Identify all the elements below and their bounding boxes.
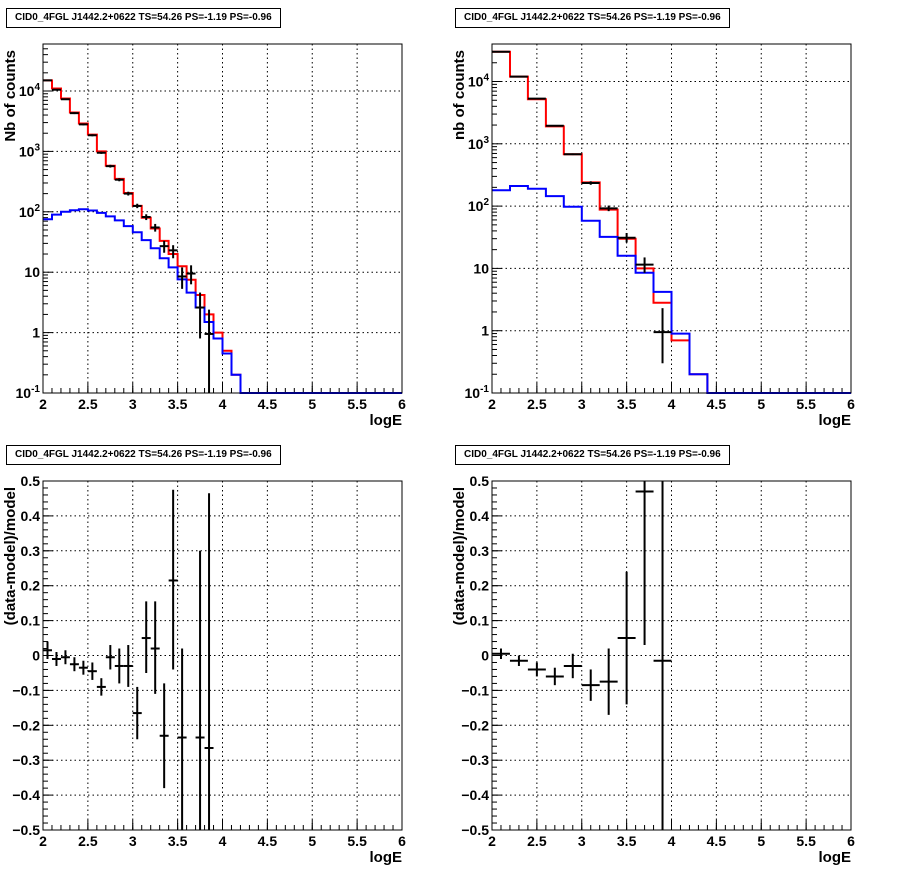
y-tick-label: 0.4 (21, 508, 41, 524)
x-tick-label: 4 (668, 833, 676, 849)
y-tick-label: 0 (481, 648, 489, 664)
x-tick-label: 3.5 (617, 833, 637, 849)
plot-2: 2 2.5 3 3.5 4 4.5 5 5.5 6 10-1 1 10 102 103 104 logE nb … (451, 43, 855, 429)
x-axis-label: logE (370, 412, 403, 429)
series-step-1 (492, 185, 851, 394)
x-tick-label: 4 (668, 396, 676, 412)
y-tick-label: −0.4 (461, 787, 489, 803)
x-tick-label: 5 (757, 396, 765, 412)
pad-2-title: CID0_4FGL J1442.2+0622 TS=54.26 PS=-1.19… (455, 8, 730, 28)
y-tick-label: 103 (19, 142, 41, 159)
x-tick-label: 6 (398, 396, 406, 412)
x-tick-label: 4.5 (707, 396, 727, 412)
x-tick-label: 6 (398, 833, 406, 849)
x-tick-label: 2.5 (78, 396, 98, 412)
x-tick-label: 5 (308, 833, 316, 849)
y-tick-label: −0.3 (461, 752, 489, 768)
x-tick-label: 3.5 (168, 833, 188, 849)
plot-3: 2 2.5 3 3.5 4 4.5 5 5.5 6 −0.5 −0.4 −0.3 −0.2 −0.1 0 0.… (2, 473, 406, 866)
x-tick-label: 5.5 (347, 833, 367, 849)
x-tick-label: 4.5 (707, 833, 727, 849)
plot-frame (491, 43, 852, 394)
y-tick-label: 103 (468, 135, 490, 152)
pad-3-title: CID0_4FGL J1442.2+0622 TS=54.26 PS=-1.19… (6, 445, 281, 465)
x-axis-label: logE (819, 412, 852, 429)
x-axis-label: logE (370, 849, 403, 866)
y-tick-label: −0.3 (12, 752, 40, 768)
y-tick-label: −0.5 (461, 822, 489, 838)
y-tick-label: 0.2 (21, 578, 41, 594)
y-tick-label: 0.4 (470, 508, 490, 524)
x-tick-label: 5.5 (796, 833, 816, 849)
y-tick-label: −0.1 (12, 682, 40, 698)
y-axis-label: (data-model)/model (451, 487, 468, 625)
y-tick-label: 1 (32, 325, 40, 341)
x-tick-label: 5.5 (347, 396, 367, 412)
plot-frame (42, 480, 403, 831)
x-tick-label: 5.5 (796, 396, 816, 412)
y-tick-label: 102 (19, 203, 41, 220)
pad-1-title: CID0_4FGL J1442.2+0622 TS=54.26 PS=-1.19… (6, 8, 281, 28)
plot-1: 2 2.5 3 3.5 4 4.5 5 5.5 6 10-1 1 10 102 103 104 logE Nb … (2, 43, 406, 429)
x-tick-label: 2 (488, 396, 496, 412)
x-tick-label: 3 (578, 833, 586, 849)
x-tick-label: 2 (488, 833, 496, 849)
x-tick-label: 4 (219, 396, 227, 412)
y-tick-label: 0.2 (470, 578, 490, 594)
y-tick-label: 0.1 (21, 613, 41, 629)
y-tick-label: 0.1 (470, 613, 490, 629)
y-tick-label: −0.2 (461, 717, 489, 733)
x-tick-label: 3 (129, 396, 137, 412)
y-tick-label: 10-1 (465, 384, 490, 401)
x-tick-label: 6 (847, 833, 855, 849)
y-tick-label: 10-1 (16, 384, 41, 401)
x-tick-label: 3 (129, 833, 137, 849)
y-tick-label: 102 (468, 197, 490, 214)
y-tick-label: 0 (32, 648, 40, 664)
y-tick-label: −0.5 (12, 822, 40, 838)
x-tick-label: 2 (39, 396, 47, 412)
x-tick-label: 2.5 (527, 833, 547, 849)
x-axis-label: logE (819, 849, 852, 866)
x-tick-label: 3.5 (168, 396, 188, 412)
y-tick-label: −0.1 (461, 682, 489, 698)
plot-frame (42, 43, 403, 394)
x-tick-label: 4.5 (258, 396, 278, 412)
pad-4-title: CID0_4FGL J1442.2+0622 TS=54.26 PS=-1.19… (455, 445, 730, 465)
x-tick-label: 2.5 (527, 396, 547, 412)
y-axis-label: nb of counts (451, 50, 468, 140)
y-tick-label: 0.5 (470, 473, 490, 489)
y-tick-label: 10 (473, 260, 489, 276)
x-tick-label: 3.5 (617, 396, 637, 412)
x-tick-label: 5 (308, 396, 316, 412)
y-tick-label: 0.3 (470, 543, 490, 559)
plot-4: 2 2.5 3 3.5 4 4.5 5 5.5 6 −0.5 −0.4 −0.3 −0.2 −0.1 0 0.… (451, 473, 855, 866)
x-tick-label: 3 (578, 396, 586, 412)
y-tick-label: 10 (24, 264, 40, 280)
y-tick-label: 0.5 (21, 473, 41, 489)
x-tick-label: 5 (757, 833, 765, 849)
y-tick-label: −0.2 (12, 717, 40, 733)
x-tick-label: 4 (219, 833, 227, 849)
y-tick-label: 0.3 (21, 543, 41, 559)
y-tick-label: 104 (19, 82, 41, 99)
y-axis-label: (data-model)/model (2, 487, 19, 625)
y-tick-label: −0.4 (12, 787, 40, 803)
y-tick-label: 104 (468, 73, 490, 90)
x-tick-label: 4.5 (258, 833, 278, 849)
x-tick-label: 2 (39, 833, 47, 849)
x-tick-label: 2.5 (78, 833, 98, 849)
x-tick-label: 6 (847, 396, 855, 412)
y-axis-label: Nb of counts (2, 50, 19, 142)
plot-frame (491, 480, 852, 831)
y-tick-label: 1 (481, 323, 489, 339)
